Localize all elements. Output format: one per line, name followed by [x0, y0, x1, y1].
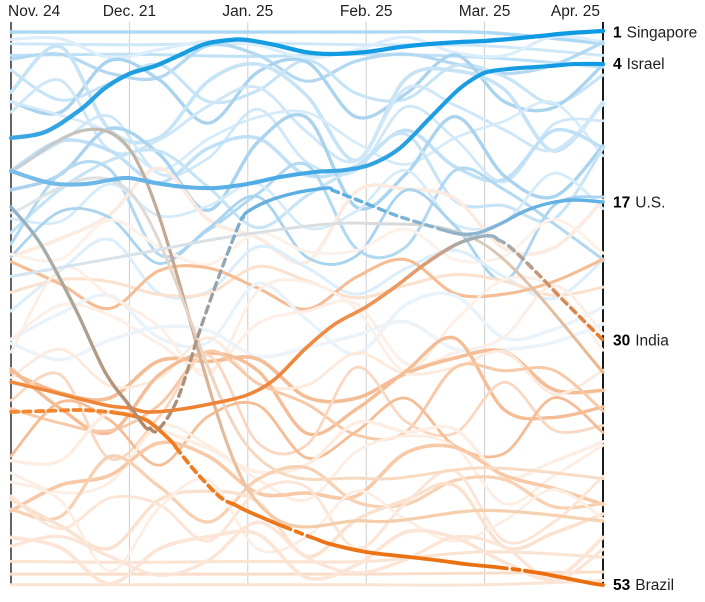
highlight-line-brazil: [498, 565, 532, 574]
highlight-line-singapore: [8, 28, 606, 141]
country-line: [9, 127, 605, 185]
country-line: [9, 423, 605, 506]
country-line: [9, 283, 605, 373]
axis-label-feb: Feb. 25: [340, 3, 393, 20]
country-line: [9, 44, 605, 163]
country-line-mover: [9, 176, 605, 481]
country-line: [9, 579, 605, 587]
country-line: [9, 131, 605, 235]
highlight-line-brazil: [9, 408, 116, 415]
country-line: [9, 41, 605, 57]
highlight-line-us: [9, 205, 152, 431]
country-line: [9, 166, 605, 266]
country-line: [9, 257, 605, 311]
country-line: [9, 52, 605, 69]
highlight-line-brazil: [528, 569, 605, 587]
country-line: [9, 29, 605, 46]
country-line: [9, 40, 605, 83]
highlight-line-us: [148, 215, 245, 434]
country-line: [9, 336, 605, 396]
rank-label-brazil: 53 Brazil: [613, 577, 674, 594]
country-line: [9, 237, 605, 313]
highlight-line-india: [9, 233, 500, 414]
country-line-mover: [9, 127, 605, 529]
country-line: [9, 265, 605, 378]
highlight-line-us: [241, 186, 334, 220]
rank-label-singapore: 1 Singapore: [613, 24, 697, 41]
rank-label-israel: 4 Israel: [613, 56, 665, 73]
highlight-line-israel: [8, 61, 606, 191]
country-line: [9, 570, 605, 576]
country-line: [9, 160, 605, 262]
country-line: [9, 454, 605, 524]
country-line: [9, 53, 605, 125]
country-line: [9, 468, 605, 550]
country-line: [9, 335, 605, 437]
country-line: [9, 78, 605, 164]
rank-label-india: 30 India: [613, 333, 669, 350]
axis-label-nov: Nov. 24: [8, 3, 61, 20]
background-lines: [9, 29, 605, 587]
axis-labels: Nov. 24 Dec. 21 Jan. 25 Feb. 25 Mar. 25 …: [8, 3, 600, 20]
highlight-line-brazil: [232, 502, 286, 529]
country-line: [9, 440, 605, 513]
country-line: [9, 520, 605, 583]
highlight-line-india: [496, 237, 605, 342]
axis-label-mar: Mar. 25: [459, 3, 511, 20]
highlight-line-brazil: [282, 524, 318, 541]
axis-label-jan: Jan. 25: [222, 3, 273, 20]
highlight-line-us: [330, 188, 443, 232]
highlight-line-brazil: [174, 445, 236, 507]
country-line: [9, 550, 605, 564]
country-line: [9, 112, 605, 212]
axis-label-dec: Dec. 21: [103, 3, 156, 20]
highlight-line-brazil: [111, 410, 178, 450]
rank-labels: 1 Singapore 4 Israel 17 U.S. 30 India 53 Braz…: [613, 24, 697, 594]
country-line: [9, 528, 605, 586]
country-line: [9, 396, 605, 467]
country-line-mover: [9, 221, 605, 374]
country-line: [9, 477, 605, 573]
rank-label-us: 17 U.S.: [613, 194, 665, 211]
highlight-line-us: [439, 198, 605, 237]
country-line: [9, 34, 605, 60]
country-line: [9, 104, 605, 184]
country-line: [9, 217, 605, 267]
axis-label-apr: Apr. 25: [551, 3, 600, 20]
highlight-lines: [8, 28, 606, 587]
country-line: [9, 349, 605, 441]
highlight-line-brazil: [314, 537, 502, 570]
